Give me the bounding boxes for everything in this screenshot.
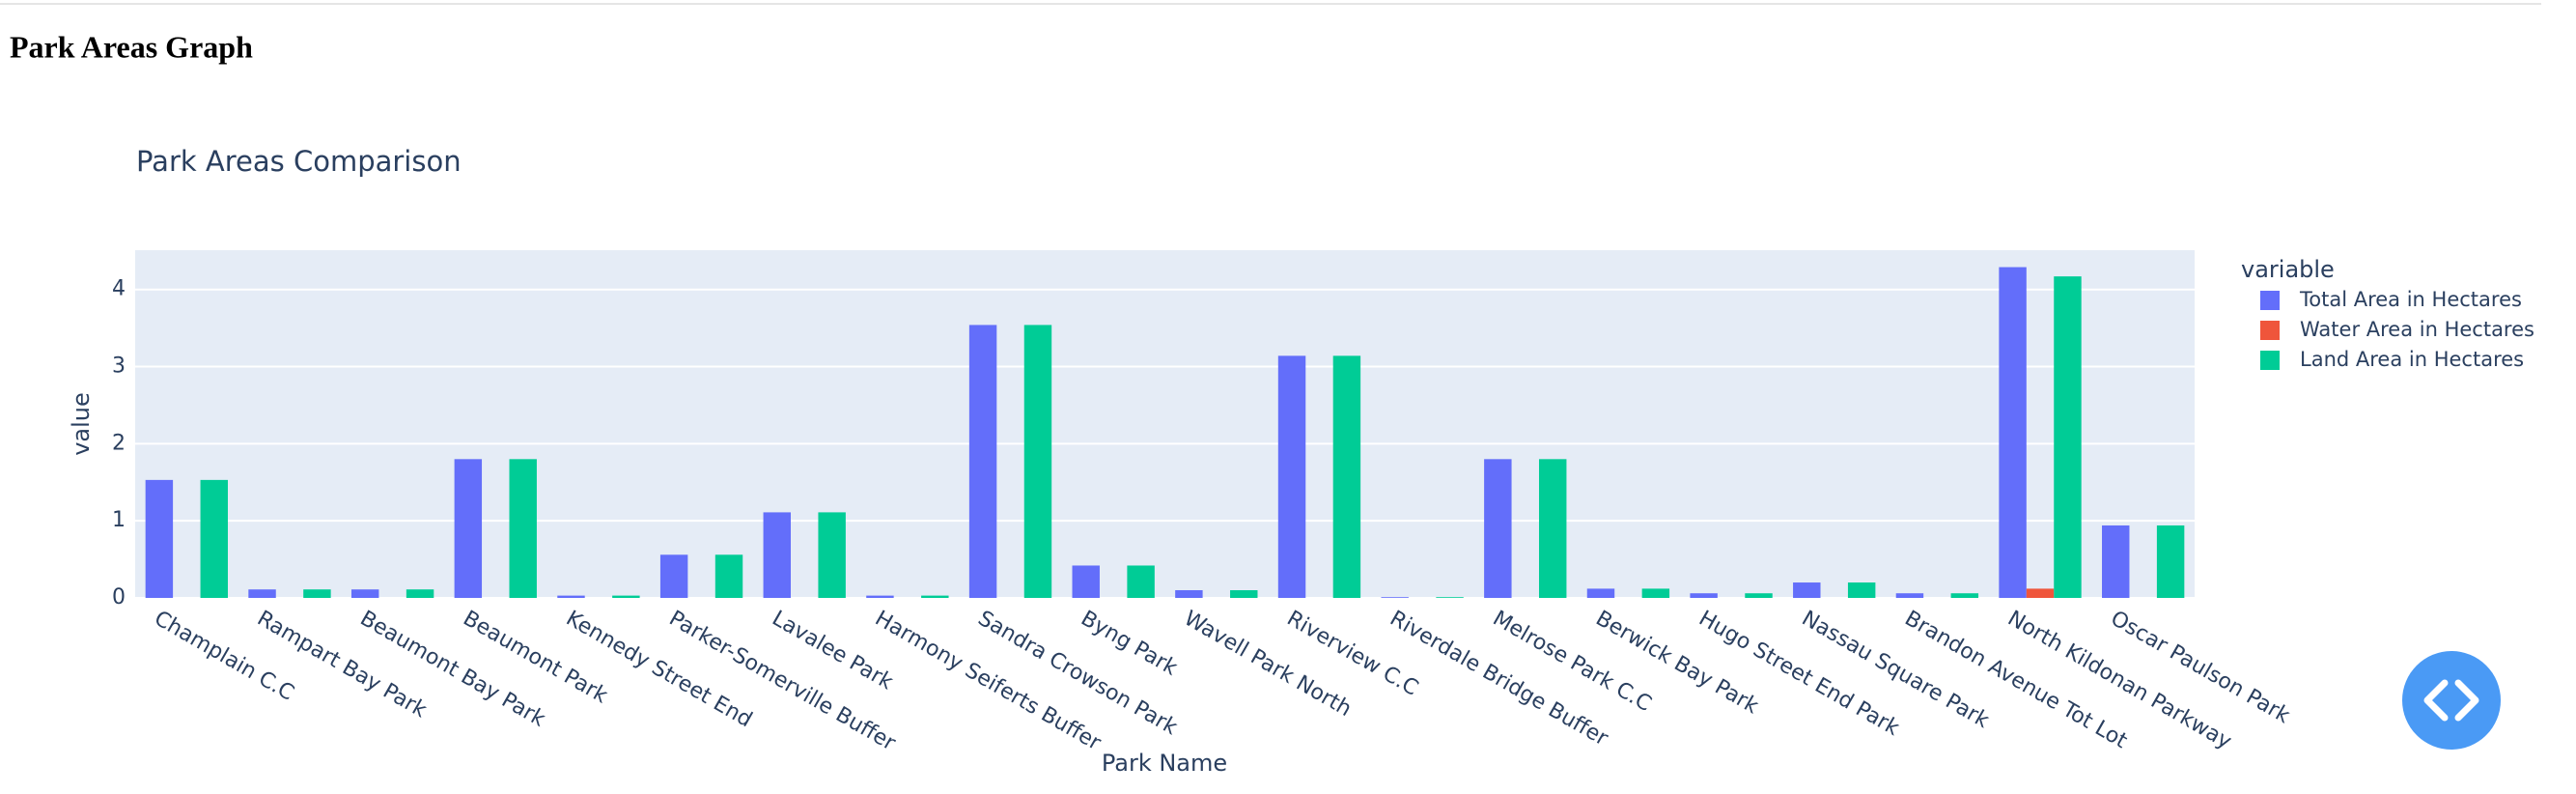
bar — [1277, 355, 1306, 598]
legend-label: Land Area in Hectares — [2300, 348, 2524, 371]
bar — [1745, 593, 1773, 598]
bar — [1230, 590, 1258, 598]
bar — [714, 554, 743, 598]
code-button[interactable] — [2402, 651, 2501, 750]
bar — [1847, 582, 1876, 598]
x-axis-title: Park Name — [1102, 750, 1227, 777]
bar — [1072, 565, 1100, 598]
x-tick-label: Wavell Park North — [1180, 607, 1356, 722]
bar — [1538, 459, 1567, 598]
bar — [2054, 276, 2082, 598]
bar — [968, 325, 997, 598]
bar — [1127, 565, 1155, 598]
bar — [145, 479, 174, 598]
bar — [406, 589, 434, 598]
y-tick-label: 1 — [112, 508, 126, 532]
bar — [1332, 355, 1361, 598]
bar — [1895, 593, 1924, 598]
bar — [612, 595, 640, 598]
chart-title: Park Areas Comparison — [136, 145, 462, 178]
bar — [2156, 525, 2185, 598]
bar — [350, 589, 379, 598]
bar — [1175, 590, 1203, 598]
legend-swatch — [2260, 351, 2280, 370]
bar — [1484, 459, 1512, 598]
legend-title: variable — [2241, 256, 2335, 283]
y-tick-label: 2 — [112, 431, 126, 455]
x-tick-label: Rampart Bay Park — [253, 607, 431, 723]
bar — [1950, 593, 1979, 598]
bar — [659, 554, 688, 598]
legend-label: Water Area in Hectares — [2300, 318, 2534, 341]
y-tick-label: 0 — [112, 585, 126, 610]
bar — [1436, 597, 1464, 598]
bar — [2102, 525, 2130, 598]
bar — [921, 595, 949, 598]
y-tick-label: 3 — [112, 354, 126, 379]
legend-swatch — [2260, 321, 2280, 340]
x-tick-label: Kennedy Street End — [562, 607, 756, 733]
bar — [200, 479, 228, 598]
bar — [818, 512, 846, 598]
bar — [2026, 588, 2055, 598]
bar — [303, 589, 331, 598]
bar — [1793, 582, 1821, 598]
bar — [866, 595, 894, 598]
y-tick-label: 4 — [112, 277, 126, 301]
code-icon — [2423, 679, 2479, 722]
bar — [763, 512, 792, 598]
x-tick-label: Oscar Paulson Park — [2107, 607, 2294, 729]
bar — [454, 459, 483, 598]
legend-label: Total Area in Hectares — [2299, 288, 2522, 311]
bar — [557, 595, 585, 598]
bar — [509, 459, 537, 598]
x-tick-label: Nassau Square Park — [1798, 607, 1994, 733]
bar — [1586, 588, 1615, 598]
x-tick-label: Beaumont Bay Park — [356, 607, 549, 732]
bar — [1381, 597, 1409, 598]
bar — [1999, 267, 2027, 598]
y-axis-title: value — [68, 392, 95, 456]
bar — [248, 589, 276, 598]
bar — [1023, 325, 1052, 598]
bar — [1641, 588, 1670, 598]
plot-area — [135, 250, 2195, 598]
page-title: Park Areas Graph — [10, 29, 253, 64]
bar — [1690, 593, 1718, 598]
legend-swatch — [2260, 291, 2280, 310]
